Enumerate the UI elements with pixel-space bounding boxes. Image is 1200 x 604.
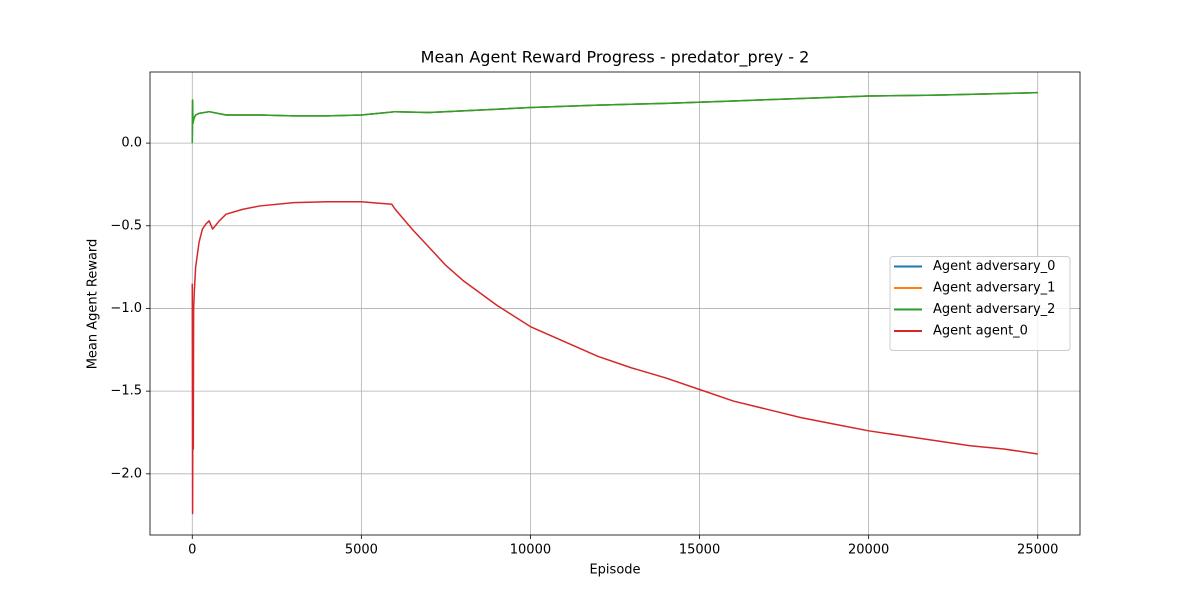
plot-frame xyxy=(149,71,1081,536)
y-axis-label: Mean Agent Reward xyxy=(86,239,101,370)
y-tick-label: −0.5 xyxy=(110,218,142,233)
y-tick-label: 0.0 xyxy=(121,136,142,151)
x-tick-label: 10000 xyxy=(510,543,551,558)
x-tick-label: 5000 xyxy=(345,543,378,558)
x-tick-label: 15000 xyxy=(679,543,720,558)
x-tick-label: 20000 xyxy=(848,543,889,558)
legend-label: Agent agent_0 xyxy=(933,324,1028,339)
series-line xyxy=(191,91,1038,144)
x-axis-label: Episode xyxy=(589,563,640,578)
legend-label: Agent adversary_1 xyxy=(933,281,1055,296)
legend-box xyxy=(889,256,1071,351)
y-tick-label: −1.0 xyxy=(110,301,142,316)
y-tick-label: −1.5 xyxy=(110,384,142,399)
x-tick-label: 25000 xyxy=(1017,543,1058,558)
chart-title: Mean Agent Reward Progress - predator_pr… xyxy=(421,48,810,68)
x-tick-label: 0 xyxy=(188,543,196,558)
y-tick-label: −2.0 xyxy=(110,466,142,481)
legend-label: Agent adversary_2 xyxy=(933,302,1055,317)
series-line xyxy=(191,201,1038,515)
legend-label: Agent adversary_0 xyxy=(933,259,1055,274)
